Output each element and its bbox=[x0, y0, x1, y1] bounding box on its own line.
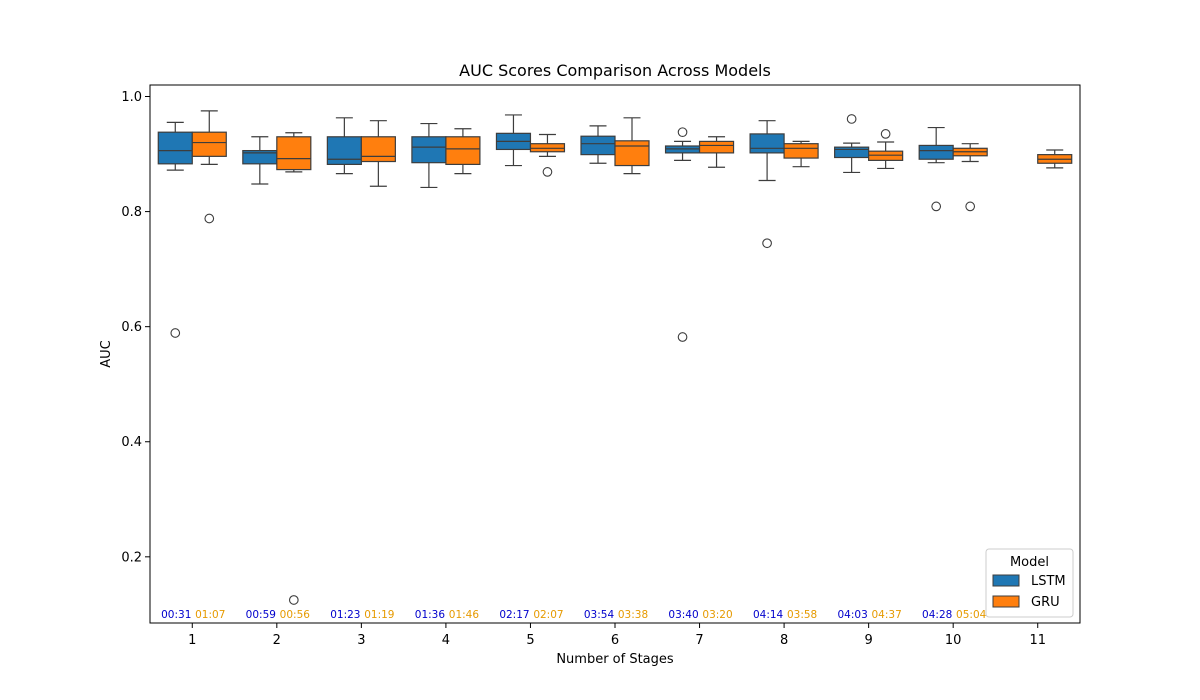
gru-time-label: 01:46 bbox=[449, 609, 480, 621]
gru-outlier bbox=[288, 595, 299, 605]
lstm-box bbox=[580, 135, 616, 156]
x-tick-label: 4 bbox=[442, 633, 450, 648]
y-tick-label: 0.2 bbox=[121, 550, 142, 565]
x-tick-label: 10 bbox=[945, 633, 962, 648]
lstm-time-label: 03:40 bbox=[668, 609, 698, 621]
gru-time-label: 03:20 bbox=[702, 609, 732, 621]
lstm-time-label: 00:59 bbox=[246, 609, 276, 621]
gru-time-label: 00:56 bbox=[280, 609, 311, 621]
gru-outlier bbox=[965, 201, 976, 212]
gru-time-label: 01:19 bbox=[364, 609, 394, 621]
gru-box bbox=[698, 140, 735, 154]
lstm-time-label: 04:28 bbox=[922, 609, 952, 621]
gru-box bbox=[783, 143, 819, 159]
gru-time-label: 01:07 bbox=[195, 609, 225, 621]
gru-time-label: 03:38 bbox=[618, 609, 648, 621]
gru-outlier bbox=[880, 129, 891, 139]
legend-swatch-lstm bbox=[992, 574, 1020, 587]
lstm-box bbox=[411, 136, 447, 164]
lstm-box bbox=[749, 133, 785, 154]
lstm-outlier bbox=[170, 328, 181, 338]
lstm-outlier bbox=[762, 238, 772, 249]
lstm-box bbox=[157, 131, 193, 165]
gru-time-label: 03:58 bbox=[787, 609, 817, 621]
legend-label-lstm: LSTM bbox=[1031, 574, 1066, 589]
x-tick-label: 7 bbox=[695, 633, 703, 648]
gru-time-label: 05:04 bbox=[956, 609, 987, 621]
lstm-time-label: 01:36 bbox=[415, 609, 446, 621]
lstm-outlier bbox=[931, 201, 942, 212]
plot-area: 0.2 0.4 0.6 0.8 1.0 1 2 3 4 5 6 7 8 9 10 11 00:31 00:59 01… bbox=[121, 90, 1073, 648]
gru-box bbox=[191, 131, 227, 157]
x-tick-label: 9 bbox=[864, 633, 872, 648]
y-tick-label: 1.0 bbox=[121, 90, 142, 105]
lstm-time-label: 04:03 bbox=[838, 609, 868, 621]
lstm-time-label: 03:54 bbox=[584, 609, 615, 621]
y-tick-label: 0.6 bbox=[121, 320, 142, 335]
gru-box bbox=[360, 136, 396, 163]
gru-box bbox=[445, 136, 481, 166]
x-tick-label: 11 bbox=[1029, 633, 1046, 648]
lstm-outlier bbox=[677, 127, 688, 138]
x-tick-label: 1 bbox=[188, 633, 196, 648]
lstm-box bbox=[834, 146, 870, 159]
lstm-time-label: 04:14 bbox=[753, 609, 784, 621]
lstm-time-label: 00:31 bbox=[161, 609, 191, 621]
legend-title: Model bbox=[1010, 555, 1049, 570]
lstm-box bbox=[326, 136, 362, 166]
lstm-time-label: 02:17 bbox=[499, 609, 529, 621]
x-tick-label: 8 bbox=[780, 633, 788, 648]
gru-box bbox=[276, 136, 312, 171]
lstm-outlier bbox=[677, 332, 688, 342]
x-tick-label: 5 bbox=[526, 633, 534, 648]
lstm-box bbox=[918, 144, 954, 160]
chart-title: AUC Scores Comparison Across Models bbox=[459, 61, 771, 80]
lstm-time-label: 01:23 bbox=[330, 609, 360, 621]
gru-outlier bbox=[542, 167, 553, 177]
gru-time-label: 02:07 bbox=[533, 609, 563, 621]
x-tick-label: 6 bbox=[611, 633, 619, 648]
gru-box bbox=[614, 140, 650, 167]
legend-swatch-gru bbox=[992, 595, 1020, 608]
y-tick-label: 0.8 bbox=[121, 205, 142, 220]
plot-frame bbox=[149, 84, 1081, 624]
y-tick-label: 0.4 bbox=[121, 435, 142, 450]
legend-label-gru: GRU bbox=[1031, 595, 1060, 610]
x-axis-label: Number of Stages bbox=[556, 652, 674, 667]
lstm-outlier bbox=[846, 114, 857, 124]
gru-time-label: 04:37 bbox=[872, 609, 902, 621]
x-tick-label: 2 bbox=[273, 633, 281, 648]
y-axis-label: AUC bbox=[99, 340, 114, 368]
x-tick-label: 3 bbox=[357, 633, 365, 648]
gru-outlier bbox=[204, 213, 215, 224]
legend: Model LSTM GRU bbox=[985, 548, 1074, 618]
